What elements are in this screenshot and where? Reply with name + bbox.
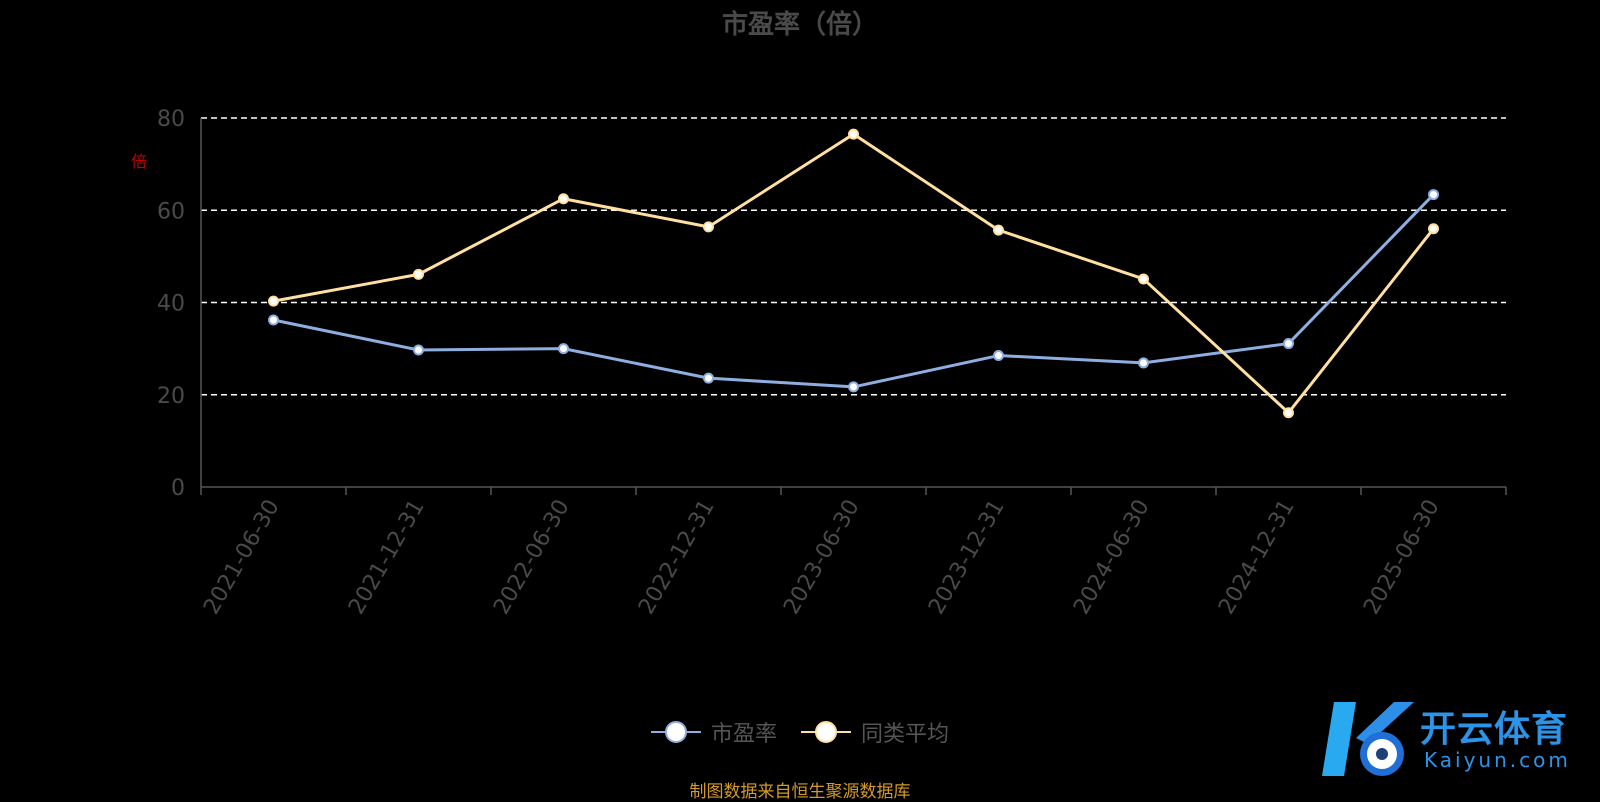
series-0-point-2 [558,343,569,355]
series-line-1 [273,132,1435,415]
series-0-point-6 [1138,357,1149,369]
legend-item-series-0[interactable]: 市盈率 [650,716,777,748]
x-tick-label-1: 2021-12-31 [344,496,430,619]
series-1-point-1 [413,268,424,280]
series-line-0 [273,193,1435,389]
y-tick-label-1: 20 [157,384,185,409]
series-0-point-1 [413,344,424,356]
x-tick-label-6: 2024-06-30 [1069,496,1155,619]
legend-label-series-1: 同类平均 [861,722,950,747]
series-1-point-5 [993,224,1004,236]
y-tick-label-3: 60 [157,199,185,224]
x-tick-label-7: 2024-12-31 [1214,496,1300,619]
series-1-point-7 [1283,407,1294,419]
x-tick-label-3: 2022-12-31 [634,496,720,619]
series-0-point-5 [993,350,1004,362]
x-tick-label-4: 2023-06-30 [779,496,865,619]
x-tick-label-5: 2023-12-31 [924,496,1010,619]
series-0-point-3 [703,372,714,384]
chart-legend: 市盈率 同类平均 [0,716,1600,748]
watermark-logo: 开云体育 Kaiyun.com [1310,698,1600,782]
series-0-point-7 [1283,338,1294,350]
x-tick-label-8: 2025-06-30 [1359,496,1445,619]
watermark-text: 开云体育 [1420,709,1569,750]
series-1-point-2 [558,193,569,205]
series-1-point-3 [703,221,714,233]
series-0-point-8 [1428,189,1439,201]
logo-mark-icon [1322,702,1414,776]
series-0-point-4 [848,381,859,393]
series-0-point-0 [268,314,279,326]
y-tick-label-2: 40 [157,292,185,317]
y-tick-label-0: 0 [171,476,185,501]
legend-marker-series-1 [801,720,851,744]
series-1-point-0 [268,295,279,307]
data-source-note: 制图数据来自恒生聚源数据库 [689,782,911,802]
watermark-subtext: Kaiyun.com [1424,748,1571,772]
x-tick-label-2: 2022-06-30 [489,496,575,619]
legend-item-series-1[interactable]: 同类平均 [801,716,949,748]
y-axis-unit-label: 倍 [131,152,148,171]
legend-label-series-0: 市盈率 [710,722,777,747]
y-tick-label-4: 80 [157,107,185,132]
legend-marker-series-0 [650,720,701,744]
x-tick-label-0: 2021-06-30 [199,496,285,619]
chart-title: 市盈率（倍） [721,10,878,40]
series-1-point-4 [848,128,859,140]
series-1-point-8 [1428,223,1439,235]
series-1-point-6 [1138,273,1149,285]
